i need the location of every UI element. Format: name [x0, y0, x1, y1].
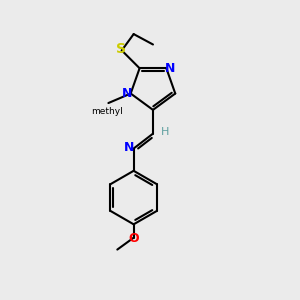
Text: N: N [122, 87, 132, 100]
Text: methyl: methyl [91, 106, 123, 116]
Text: N: N [165, 62, 175, 75]
Text: S: S [116, 42, 126, 56]
Text: O: O [128, 232, 139, 245]
Text: H: H [161, 127, 169, 137]
Text: N: N [124, 141, 135, 154]
